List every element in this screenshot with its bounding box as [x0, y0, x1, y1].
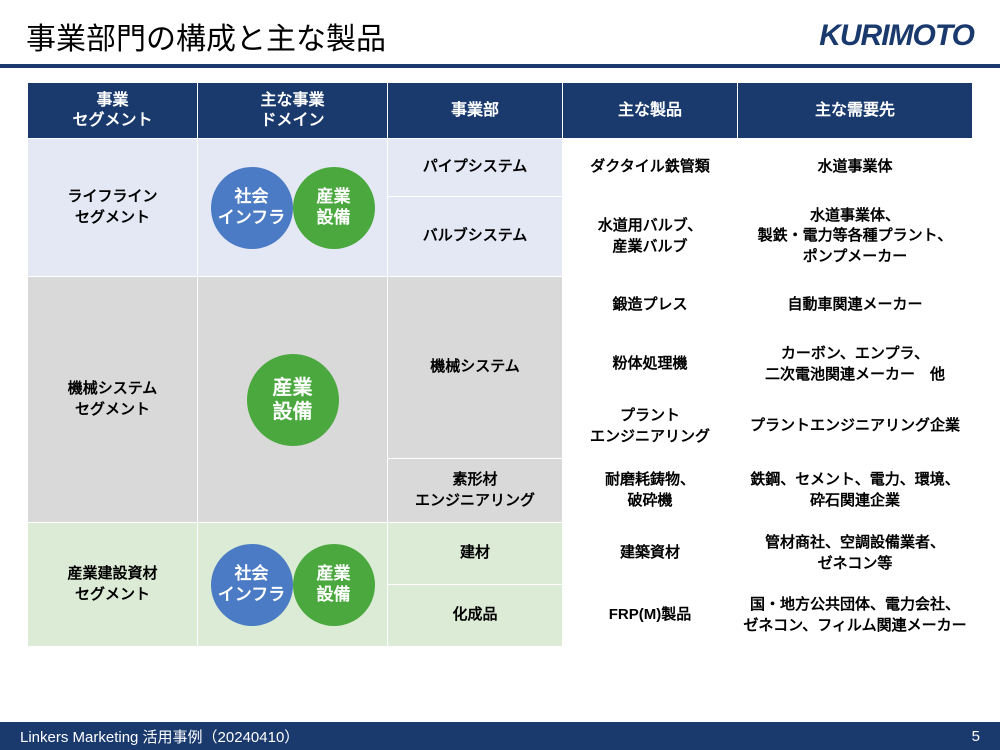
dept: 建材 — [388, 523, 563, 585]
seg-machine: 機械システムセグメント — [28, 277, 198, 523]
prod: プラントエンジニアリング — [563, 395, 738, 459]
prod: 粉体処理機 — [563, 335, 738, 395]
dom-construction: 社会インフラ 産業設備 — [198, 523, 388, 647]
circle-industry-icon: 産業設備 — [293, 167, 375, 249]
circle-social-icon: 社会インフラ — [211, 167, 293, 249]
seg-construction: 産業建設資材セグメント — [28, 523, 198, 647]
title-rule — [0, 64, 1000, 68]
cust: 管材商社、空調設備業者、ゼネコン等 — [738, 523, 973, 585]
prod: FRP(M)製品 — [563, 585, 738, 647]
slide-title: 事業部門の構成と主な製品 — [26, 14, 386, 58]
footer-bar: Linkers Marketing 活用事例（20240410） 5 — [0, 722, 1000, 750]
seg-lifeline: ライフラインセグメント — [28, 139, 198, 277]
page-number: 5 — [972, 728, 980, 745]
prod: 耐磨耗鋳物、破砕機 — [563, 459, 738, 523]
dept: バルブシステム — [388, 197, 563, 277]
dept: 素形材エンジニアリング — [388, 459, 563, 523]
dom-lifeline: 社会インフラ 産業設備 — [198, 139, 388, 277]
th-customer: 主な需要先 — [738, 83, 973, 139]
circle-industry-icon: 産業設備 — [247, 354, 339, 446]
th-segment: 事業セグメント — [28, 83, 198, 139]
dept: パイプシステム — [388, 139, 563, 197]
cust: 自動車関連メーカー — [738, 277, 973, 335]
circle-social-icon: 社会インフラ — [211, 544, 293, 626]
th-domain: 主な事業ドメイン — [198, 83, 388, 139]
prod: 水道用バルブ、産業バルブ — [563, 197, 738, 277]
dom-machine: 産業設備 — [198, 277, 388, 523]
brand-logo: KURIMOTO — [819, 19, 974, 53]
th-dept: 事業部 — [388, 83, 563, 139]
footer-text: Linkers Marketing 活用事例（20240410） — [20, 726, 299, 747]
cust: カーボン、エンプラ、二次電池関連メーカー 他 — [738, 335, 973, 395]
th-product: 主な製品 — [563, 83, 738, 139]
dept: 機械システム — [388, 277, 563, 459]
prod: 鍛造プレス — [563, 277, 738, 335]
prod: 建築資材 — [563, 523, 738, 585]
cust: プラントエンジニアリング企業 — [738, 395, 973, 459]
cust: 国・地方公共団体、電力会社、ゼネコン、フィルム関連メーカー — [738, 585, 973, 647]
cust: 水道事業体、製鉄・電力等各種プラント、ポンプメーカー — [738, 197, 973, 277]
circle-industry-icon: 産業設備 — [293, 544, 375, 626]
prod: ダクタイル鉄管類 — [563, 139, 738, 197]
cust: 水道事業体 — [738, 139, 973, 197]
cust: 鉄鋼、セメント、電力、環境、砕石関連企業 — [738, 459, 973, 523]
dept: 化成品 — [388, 585, 563, 647]
business-table: 事業セグメント 主な事業ドメイン 事業部 主な製品 主な需要先 ライフラインセグ… — [27, 82, 973, 647]
